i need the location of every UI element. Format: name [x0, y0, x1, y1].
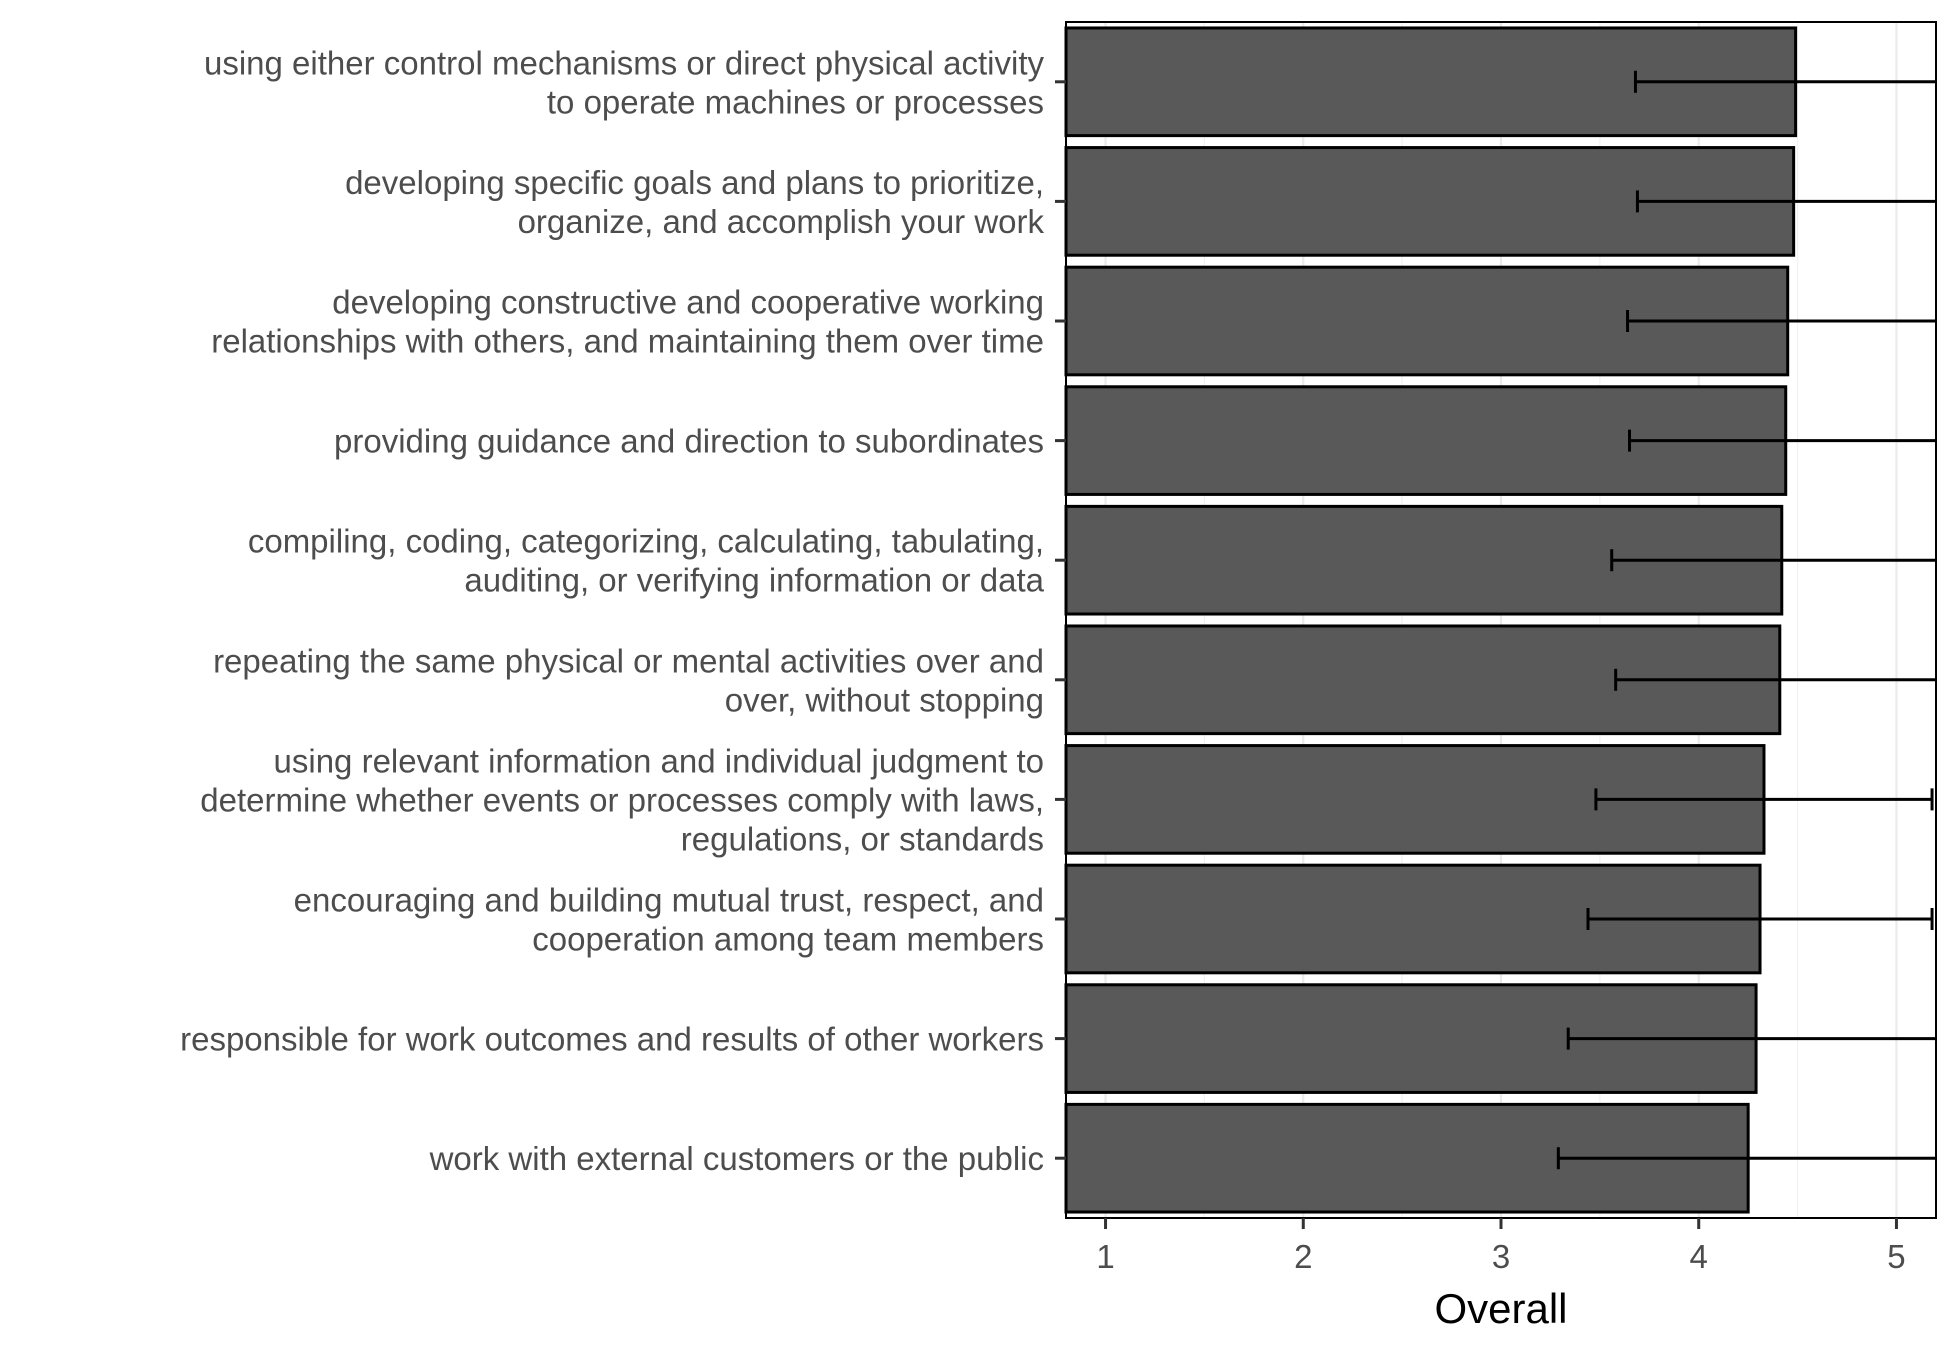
error-bar [1635, 190, 1936, 213]
category-label-line: responsible for work outcomes and result… [180, 1021, 1044, 1058]
category-label-line: organize, and accomplish your work [518, 203, 1045, 240]
error-bar [1594, 788, 1934, 811]
category-label: encouraging and building mutual trust, r… [294, 882, 1044, 958]
error-bar [1628, 429, 1936, 452]
category-label: using relevant information and individua… [200, 742, 1044, 857]
category-label-line: repeating the same physical or mental ac… [213, 642, 1044, 679]
category-label-line: developing specific goals and plans to p… [345, 164, 1044, 201]
category-label: using either control mechanisms or direc… [204, 44, 1045, 120]
category-label: responsible for work outcomes and result… [180, 1021, 1044, 1058]
x-tick-label: 5 [1887, 1238, 1905, 1275]
category-label-line: over, without stopping [725, 681, 1044, 718]
category-label: repeating the same physical or mental ac… [213, 642, 1044, 718]
category-label-line: encouraging and building mutual trust, r… [294, 882, 1044, 919]
category-label-line: compiling, coding, categorizing, calcula… [248, 523, 1044, 560]
x-axis-ticks: 1 2 3 4 5 [1096, 1218, 1906, 1275]
error-bar [1610, 549, 1936, 572]
category-label-line: auditing, or verifying information or da… [464, 562, 1044, 599]
category-label-line: relationships with others, and maintaini… [211, 323, 1044, 360]
y-axis-labels: using either control mechanisms or direc… [180, 44, 1045, 1177]
error-bar [1556, 1147, 1936, 1170]
x-tick-label: 1 [1096, 1238, 1114, 1275]
x-tick-label: 2 [1294, 1238, 1312, 1275]
bars [1064, 26, 1798, 1214]
category-label-line: determine whether events or processes co… [200, 781, 1044, 818]
category-label-line: developing constructive and cooperative … [332, 284, 1044, 321]
category-label-line: work with external customers or the publ… [429, 1140, 1044, 1177]
x-axis-title: Overall [1434, 1285, 1567, 1332]
category-label-line: regulations, or standards [681, 820, 1044, 857]
category-label-line: cooperation among team members [532, 921, 1044, 958]
y-axis-ticks [1055, 80, 1066, 1160]
category-label: compiling, coding, categorizing, calcula… [248, 523, 1045, 599]
x-tick-label: 4 [1690, 1238, 1708, 1275]
category-label-line: using relevant information and individua… [274, 742, 1044, 779]
category-label: developing constructive and cooperative … [211, 284, 1044, 360]
category-label-line: providing guidance and direction to subo… [334, 423, 1044, 460]
error-bars [1556, 70, 1936, 1170]
error-bar [1633, 70, 1936, 93]
x-tick-label: 3 [1492, 1238, 1510, 1275]
error-bar [1614, 668, 1936, 691]
category-label-line: using either control mechanisms or direc… [204, 44, 1045, 81]
error-bar [1626, 310, 1936, 332]
category-label: work with external customers or the publ… [429, 1140, 1044, 1177]
category-label-line: to operate machines or processes [547, 83, 1044, 120]
error-bar [1566, 1027, 1936, 1050]
category-label: developing specific goals and plans to p… [345, 164, 1044, 240]
category-label: providing guidance and direction to subo… [334, 423, 1044, 460]
error-bar [1586, 908, 1934, 930]
